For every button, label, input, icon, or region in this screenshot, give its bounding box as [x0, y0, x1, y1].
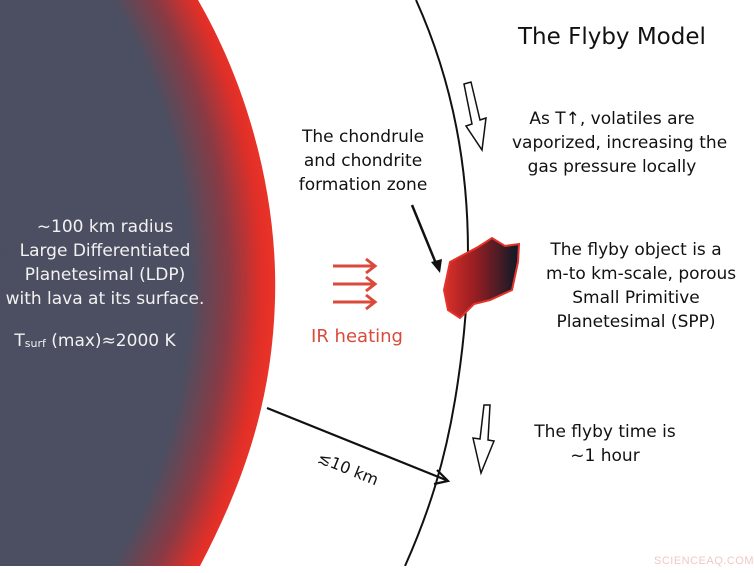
motion-arrow-top-icon: [463, 81, 487, 153]
diagram-title: The Flyby Model: [518, 24, 706, 50]
spp-line-1: The flyby object is a: [550, 240, 722, 260]
chondrule-zone-label: The chondrule and chondrite formation zo…: [288, 125, 438, 197]
flyby-time-line-1: The flyby time is: [534, 422, 676, 442]
zone-line-1: The chondrule: [301, 127, 425, 147]
temp-symbol: T: [14, 331, 25, 351]
ldp-planetesimal: [0, 0, 276, 566]
watermark: SCIENCEAQ.COM: [654, 555, 754, 567]
ldp-line-name: Planetesimal (LDP): [24, 265, 186, 285]
flyby-time-line-2: ~1 hour: [570, 446, 640, 466]
distance-arrow-icon: [266, 406, 451, 486]
volatiles-line-1: As T↑, volatiles are: [529, 109, 695, 129]
ir-heating-label: IR heating: [311, 326, 403, 347]
ldp-temperature: Tsurf (max)≈2000 K: [0, 329, 190, 355]
flyby-time-note: The flyby time is ~1 hour: [530, 420, 680, 468]
spp-line-4: Planetesimal (SPP): [556, 312, 716, 332]
flyby-orbit-arc: [404, 0, 469, 566]
temp-value: (max)≈2000 K: [45, 331, 176, 351]
spp-flyby-object: [442, 236, 521, 320]
volatiles-line-3: gas pressure locally: [527, 157, 697, 177]
ldp-line-radius: ~100 km radius: [36, 217, 174, 237]
spp-line-2: m-to km-scale, porous: [546, 264, 737, 284]
spp-note: The flyby object is a m-to km-scale, por…: [546, 238, 737, 334]
zone-pointer-arrow-icon: [410, 204, 442, 273]
motion-arrow-bottom-icon: [472, 404, 496, 476]
volatiles-line-2: vaporized, increasing the: [512, 133, 728, 153]
ldp-line-lava: with lava at its surface.: [5, 289, 205, 309]
ldp-line-type: Large Differentiated: [19, 241, 191, 261]
temp-subscript: surf: [24, 337, 46, 350]
ir-heating-arrows-icon: [333, 257, 378, 311]
zone-line-2: and chondrite: [303, 151, 423, 171]
volatiles-note: As T↑, volatiles are vaporized, increasi…: [512, 107, 728, 179]
zone-line-3: formation zone: [298, 175, 428, 195]
spp-line-3: Small Primitive: [572, 288, 700, 308]
ldp-label: ~100 km radius Large Differentiated Plan…: [0, 215, 210, 311]
